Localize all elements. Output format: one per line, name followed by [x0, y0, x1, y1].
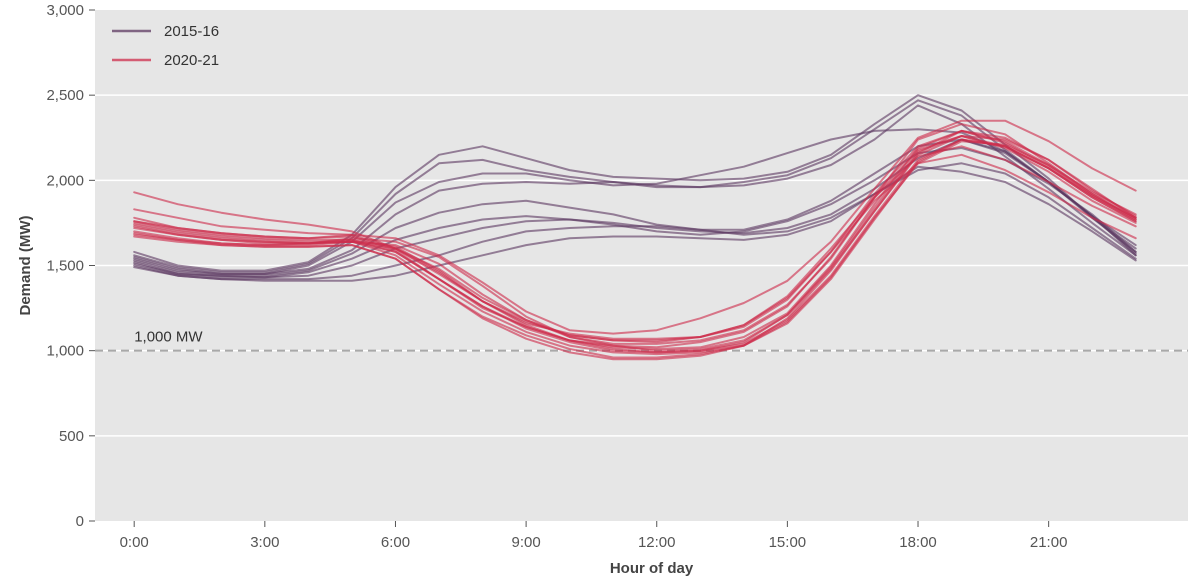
series-line-2020-21-12 — [133, 129, 1137, 361]
axes: 0 500 1,000 1,500 2,000 2,500 3,000 0:00 3:00 6:0… — [46, 2, 1067, 551]
series-lines — [133, 94, 1137, 361]
x-tick-label: 6:00 — [381, 534, 410, 551]
x-tick-label: 9:00 — [512, 534, 541, 551]
series-line-2015-16-6 — [133, 147, 1137, 279]
x-tick-label: 3:00 — [250, 534, 279, 551]
legend: 2015-16 2020-21 — [112, 23, 219, 69]
x-tick-label: 21:00 — [1030, 534, 1068, 551]
x-tick-label: 18:00 — [899, 534, 937, 551]
y-tick-label: 2,000 — [46, 172, 84, 189]
x-tick-label: 12:00 — [638, 534, 676, 551]
y-tick-label: 1,500 — [46, 258, 84, 275]
series-line-2020-21-2 — [133, 145, 1137, 340]
series-line-2020-21-13 — [133, 119, 1137, 335]
reference-line-label: 1,000 MW — [134, 329, 203, 346]
series-line-2020-21-9 — [133, 135, 1137, 354]
series-line-2015-16-4 — [133, 104, 1137, 275]
y-tick-label: 1,000 — [46, 343, 84, 360]
legend-label: 2015-16 — [164, 23, 219, 40]
series-line-2015-16-1 — [133, 94, 1137, 272]
x-tick-label: 15:00 — [769, 534, 807, 551]
y-tick-label: 0 — [76, 513, 84, 530]
series-line-2015-16-9 — [133, 165, 1137, 282]
series-line-2020-21-10 — [133, 138, 1137, 356]
y-tick-label: 2,500 — [46, 87, 84, 104]
y-tick-label: 3,000 — [46, 2, 84, 19]
x-axis-title: Hour of day — [610, 560, 694, 577]
y-axis-title: Demand (MW) — [17, 216, 34, 316]
x-tick-label: 0:00 — [120, 534, 149, 551]
series-line-2015-16-8 — [133, 162, 1137, 281]
y-tick-label: 500 — [59, 428, 84, 445]
legend-label: 2020-21 — [164, 52, 219, 69]
